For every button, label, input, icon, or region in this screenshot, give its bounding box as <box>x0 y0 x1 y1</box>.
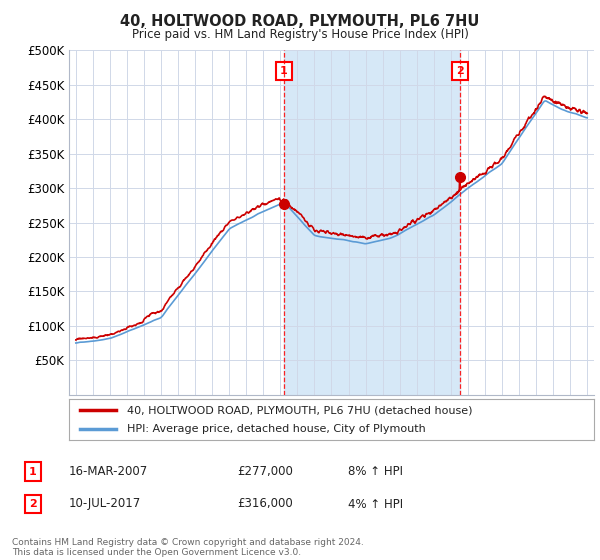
Text: 1: 1 <box>280 66 288 76</box>
Text: 40, HOLTWOOD ROAD, PLYMOUTH, PL6 7HU: 40, HOLTWOOD ROAD, PLYMOUTH, PL6 7HU <box>121 14 479 29</box>
Text: Contains HM Land Registry data © Crown copyright and database right 2024.
This d: Contains HM Land Registry data © Crown c… <box>12 538 364 557</box>
Text: HPI: Average price, detached house, City of Plymouth: HPI: Average price, detached house, City… <box>127 424 425 433</box>
Text: 8% ↑ HPI: 8% ↑ HPI <box>348 465 403 478</box>
Text: £316,000: £316,000 <box>237 497 293 511</box>
Text: 40, HOLTWOOD ROAD, PLYMOUTH, PL6 7HU (detached house): 40, HOLTWOOD ROAD, PLYMOUTH, PL6 7HU (de… <box>127 405 472 415</box>
Text: 10-JUL-2017: 10-JUL-2017 <box>69 497 141 511</box>
Text: 2: 2 <box>456 66 464 76</box>
Text: Price paid vs. HM Land Registry's House Price Index (HPI): Price paid vs. HM Land Registry's House … <box>131 28 469 41</box>
Bar <box>284 50 460 395</box>
Text: 1: 1 <box>29 466 37 477</box>
Text: £277,000: £277,000 <box>237 465 293 478</box>
Text: 2: 2 <box>29 499 37 509</box>
Text: 4% ↑ HPI: 4% ↑ HPI <box>348 497 403 511</box>
Text: 16-MAR-2007: 16-MAR-2007 <box>69 465 148 478</box>
